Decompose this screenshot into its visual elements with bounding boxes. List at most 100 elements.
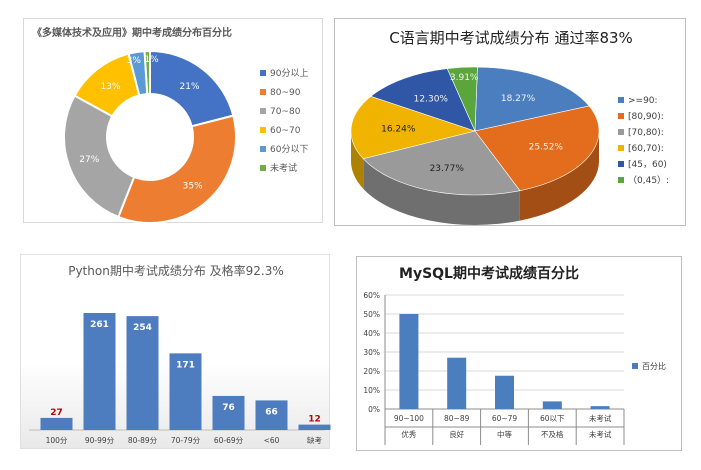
- multimedia-donut-chart-panel: 《多媒体技术及应用》期中考成绩分布百分比 21% 35% 27% 13% 3% 1% 90分以…: [23, 18, 323, 224]
- legend-label: 未考试: [270, 162, 297, 174]
- chart-title: Python期中考试成绩分布 及格率92.3%: [68, 263, 284, 278]
- bar: [495, 375, 514, 409]
- slice-label: 12.30%: [414, 95, 449, 105]
- x-tick-sublabel: 未考试: [589, 429, 612, 439]
- pie-slice: [474, 105, 600, 191]
- y-tick-label: 20%: [363, 367, 380, 376]
- x-tick-label: 缺考: [307, 435, 322, 445]
- python-bar-chart: Python期中考试成绩分布 及格率92.3% 27 100分 261 90-99分 25…: [29, 263, 331, 445]
- data-label: 171: [176, 360, 195, 370]
- bar: [447, 357, 467, 409]
- bar: [255, 400, 288, 430]
- pie-slice: [370, 68, 476, 132]
- legend-swatch: [618, 113, 624, 119]
- pie-slice: [446, 66, 478, 132]
- bar: [212, 395, 245, 430]
- bar: [169, 353, 202, 430]
- legend-swatch: [260, 108, 266, 114]
- slice-label: 18.27%: [501, 94, 536, 104]
- x-tick-label: 60~79: [492, 414, 518, 423]
- slice-label: 1%: [144, 55, 159, 65]
- bar: [126, 316, 159, 430]
- y-tick-label: 0%: [368, 405, 380, 414]
- bar: [40, 417, 73, 430]
- legend-swatch: [260, 127, 266, 133]
- y-tick-label: 10%: [363, 386, 380, 395]
- multimedia-donut-chart: 《多媒体技术及应用》期中考成绩分布百分比 21% 35% 27% 13% 3% 1% 90分以…: [32, 26, 308, 224]
- pie-slice: [362, 130, 521, 196]
- slice-label: 13%: [100, 82, 120, 92]
- x-tick-sublabel: 优秀: [401, 429, 416, 439]
- slice-label: 27%: [79, 155, 99, 165]
- donut-slice: [143, 49, 151, 96]
- bar: [399, 314, 419, 409]
- legend-swatch: [618, 145, 624, 151]
- x-tick-label: <60: [264, 436, 280, 445]
- x-tick-label: 70-79分: [171, 436, 201, 445]
- slice-label: 3%: [127, 56, 142, 66]
- data-label: 12: [308, 415, 321, 425]
- x-tick-label: 90~100: [394, 414, 424, 423]
- legend-swatch: [618, 177, 624, 183]
- bar: [590, 406, 610, 409]
- mysql-bar-chart: MySQL期中考试成绩百分比 0% 10% 20% 30% 40% 50% 60% 90~100…: [363, 265, 666, 445]
- chart-title: C语言期中考试成绩分布 通过率83%: [389, 29, 633, 47]
- legend-swatch: [260, 165, 266, 171]
- x-tick-sublabel: 中等: [497, 429, 512, 439]
- legend-swatch: [632, 363, 638, 369]
- x-tick-sublabel: 良好: [449, 429, 464, 439]
- legend-label: （0,45）:: [628, 175, 669, 186]
- x-tick-label: 90-99分: [85, 436, 115, 445]
- legend-swatch: [260, 70, 266, 76]
- bar: [298, 424, 331, 430]
- python-bar-chart-panel: Python期中考试成绩分布 及格率92.3% 27 100分 261 90-99分 25…: [20, 254, 331, 449]
- donut-slice: [117, 114, 237, 224]
- y-tick-label: 40%: [363, 329, 380, 338]
- legend-label: [70,80):: [628, 128, 664, 138]
- legend-label: 60分以下: [270, 144, 308, 155]
- legend-swatch: [260, 89, 266, 95]
- x-tick-label: 100分: [46, 436, 68, 445]
- x-tick-label: 60-69分: [214, 436, 244, 445]
- legend-label: 70~80: [270, 107, 301, 117]
- x-tick-sublabel: 不及格: [541, 429, 564, 439]
- donut-slice: [63, 94, 136, 219]
- legend-swatch: [618, 97, 624, 103]
- legend-label: 90分以上: [270, 68, 308, 79]
- slice-label: 25.52%: [529, 142, 564, 152]
- pie-slice: [350, 95, 477, 160]
- c-language-pie-chart: C语言期中考试成绩分布 通过率83% 18.27% 25.52% 23.77% 16.2…: [350, 29, 669, 226]
- y-tick-label: 30%: [363, 348, 380, 357]
- slice-label: 3.91%: [450, 73, 479, 83]
- data-label: 261: [90, 320, 109, 330]
- y-tick-label: 60%: [363, 291, 380, 300]
- legend-label: 60~70: [270, 126, 301, 136]
- legend-label: 80~90: [270, 88, 301, 98]
- legend-label: >=90:: [628, 96, 658, 106]
- x-tick-label: 60以下: [540, 414, 565, 423]
- bar: [83, 313, 116, 430]
- pie-slice-side: [519, 131, 599, 221]
- slice-label: 23.77%: [430, 164, 465, 174]
- data-label: 66: [265, 407, 278, 417]
- c-language-pie-chart-panel: C语言期中考试成绩分布 通过率83% 18.27% 25.52% 23.77% 16.2…: [334, 18, 686, 226]
- slice-label: 35%: [183, 181, 203, 191]
- legend-label: [45，60): [628, 160, 667, 170]
- slice-label: 21%: [180, 82, 200, 92]
- pie-slice: [474, 66, 590, 132]
- chart-title: MySQL期中考试成绩百分比: [399, 265, 579, 282]
- bar: [542, 401, 562, 409]
- legend-label: [80,90):: [628, 112, 664, 122]
- legend-swatch: [618, 161, 624, 167]
- x-tick-label: 80-89分: [128, 436, 158, 445]
- legend-label: [60,70):: [628, 144, 664, 154]
- y-tick-label: 50%: [363, 310, 380, 319]
- pie-slice-side: [363, 158, 520, 226]
- x-tick-label: 未考试: [589, 413, 612, 423]
- chart-title: 《多媒体技术及应用》期中考成绩分布百分比: [32, 26, 232, 39]
- mysql-bar-chart-panel: MySQL期中考试成绩百分比 0% 10% 20% 30% 40% 50% 60% 90~100…: [356, 256, 682, 451]
- legend-swatch: [260, 146, 266, 152]
- data-label: 76: [222, 403, 235, 413]
- slice-label: 16.24%: [381, 125, 416, 135]
- legend-label: 百分比: [642, 361, 666, 371]
